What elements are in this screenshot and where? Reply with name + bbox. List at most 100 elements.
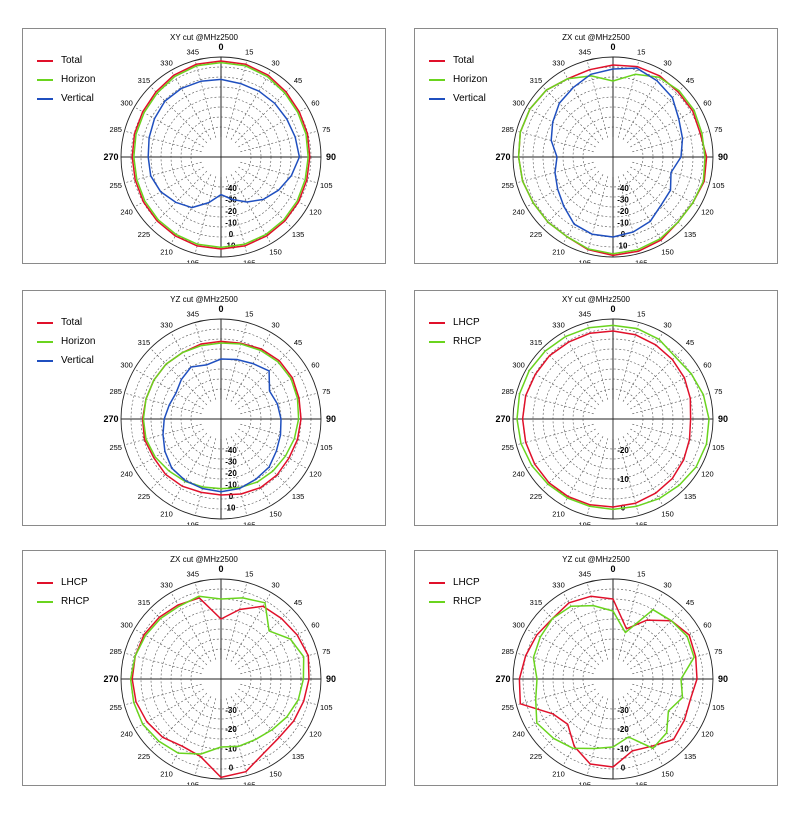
angle-tick-label: 165 [243,258,256,263]
angle-tick-label: 105 [712,181,725,190]
chart-panel-4: 0 15 30 45 60 75 90 105 120 135 150 165 180 195 210 225… [414,290,778,526]
angle-tick-label: 60 [703,99,711,108]
grid-spoke [622,174,664,244]
angle-tick-label: 90 [718,152,728,162]
legend-swatch-rhcp [37,600,53,603]
legend-swatch-horizon [429,78,445,81]
grid-spoke [234,170,292,228]
angle-tick-label: 225 [138,230,151,239]
angle-tick-label: 135 [684,230,697,239]
angle-tick-label: 195 [187,258,200,263]
angle-tick-label: 315 [138,76,151,85]
angle-tick-label: 210 [552,247,565,256]
polar-plot-1: 0 15 30 45 60 75 90 105 120 135 150 165 180 195 210 225… [103,42,336,263]
angle-tick-label: 300 [120,361,133,370]
angle-tick-label: 75 [322,647,330,656]
angle-tick-label: 240 [512,208,525,217]
grid-spoke [626,432,684,490]
grid-spoke [542,432,600,490]
series-line-vertical [162,358,282,493]
angle-tick-label: 240 [120,208,133,217]
grid-spoke [134,106,204,148]
chart-title: YZ cut @MHz2500 [562,555,630,564]
angle-tick-label: 180 [213,784,228,785]
grid-spoke [170,174,212,244]
legend-label: Total [453,55,475,66]
angle-tick-label: 150 [269,509,282,518]
angle-tick-label: 345 [187,570,200,579]
angle-tick-label: 105 [712,703,725,712]
angle-tick-label: 330 [160,321,173,330]
radial-tick-label: -20 [617,446,629,455]
angle-tick-label: 300 [120,621,133,630]
angle-tick-label: 0 [218,564,223,574]
legend-item: RHCP [37,592,89,611]
angle-tick-label: 180 [213,524,228,525]
angle-tick-label: 210 [160,247,173,256]
grid-spoke [240,161,318,184]
angle-tick-label: 165 [243,520,256,525]
angle-tick-label: 60 [311,99,319,108]
radial-tick-label: 0 [229,492,234,501]
grid-spoke [194,60,217,138]
angle-tick-label: 120 [701,730,714,739]
angle-tick-label: 330 [160,59,173,68]
angle-tick-label: 135 [292,752,305,761]
grid-spoke [630,428,700,470]
angle-tick-label: 30 [271,581,279,590]
radial-tick-label: -20 [617,207,629,216]
grid-spoke [622,696,664,766]
angle-tick-label: 195 [187,780,200,785]
radial-tick-label: -10 [225,744,237,753]
angle-tick-label: 285 [501,387,514,396]
grid-spoke [630,688,700,730]
legend-swatch-rhcp [429,340,445,343]
chart-legend: LHCP RHCP [429,573,481,611]
angle-tick-label: 225 [530,752,543,761]
radial-tick-label: -10 [617,475,629,484]
angle-tick-label: 30 [663,321,671,330]
grid-spoke [586,322,609,400]
grid-spoke [626,692,684,750]
angle-tick-label: 315 [530,76,543,85]
legend-label: LHCP [453,317,480,328]
angle-tick-label: 60 [703,361,711,370]
legend-swatch-horizon [37,340,53,343]
grid-spoke [626,170,684,228]
grid-spoke [150,170,208,228]
grid-spoke [150,86,208,144]
grid-spoke [622,436,664,506]
grid-spoke [225,582,248,660]
legend-label: RHCP [61,596,90,607]
angle-tick-label: 15 [637,310,645,319]
angle-tick-label: 345 [579,310,592,319]
radial-tick-label: -30 [225,706,237,715]
legend-label: RHCP [453,336,482,347]
grid-spoke [230,592,272,662]
radial-tick-label: -10 [225,219,237,228]
radial-tick-label: 0 [229,230,234,239]
legend-item: LHCP [429,313,481,332]
legend-item: LHCP [37,573,89,592]
grid-spoke [630,368,700,410]
angle-tick-label: 270 [495,414,510,424]
radial-tick-label: -40 [225,446,237,455]
polar-plot-4: 0 15 30 45 60 75 90 105 120 135 150 165 180 195 210 225… [495,304,728,525]
grid-spoke [516,683,594,706]
legend-label: RHCP [453,596,482,607]
polar-plot-6: 0 15 30 45 60 75 90 105 120 135 150 165 180 195 210 225… [495,564,728,785]
legend-item: RHCP [429,592,481,611]
angle-tick-label: 150 [269,769,282,778]
radial-tick-label: 0 [229,764,234,773]
angle-tick-label: 60 [703,621,711,630]
angle-tick-label: 105 [712,443,725,452]
grid-spoke [194,322,217,400]
grid-spoke [170,70,212,140]
grid-spoke [622,70,664,140]
grid-spoke [230,70,272,140]
angle-tick-label: 150 [661,769,674,778]
chart-title: ZX cut @MHz2500 [170,555,238,564]
grid-spoke [238,688,308,730]
legend-swatch-rhcp [429,600,445,603]
angle-tick-label: 135 [292,230,305,239]
